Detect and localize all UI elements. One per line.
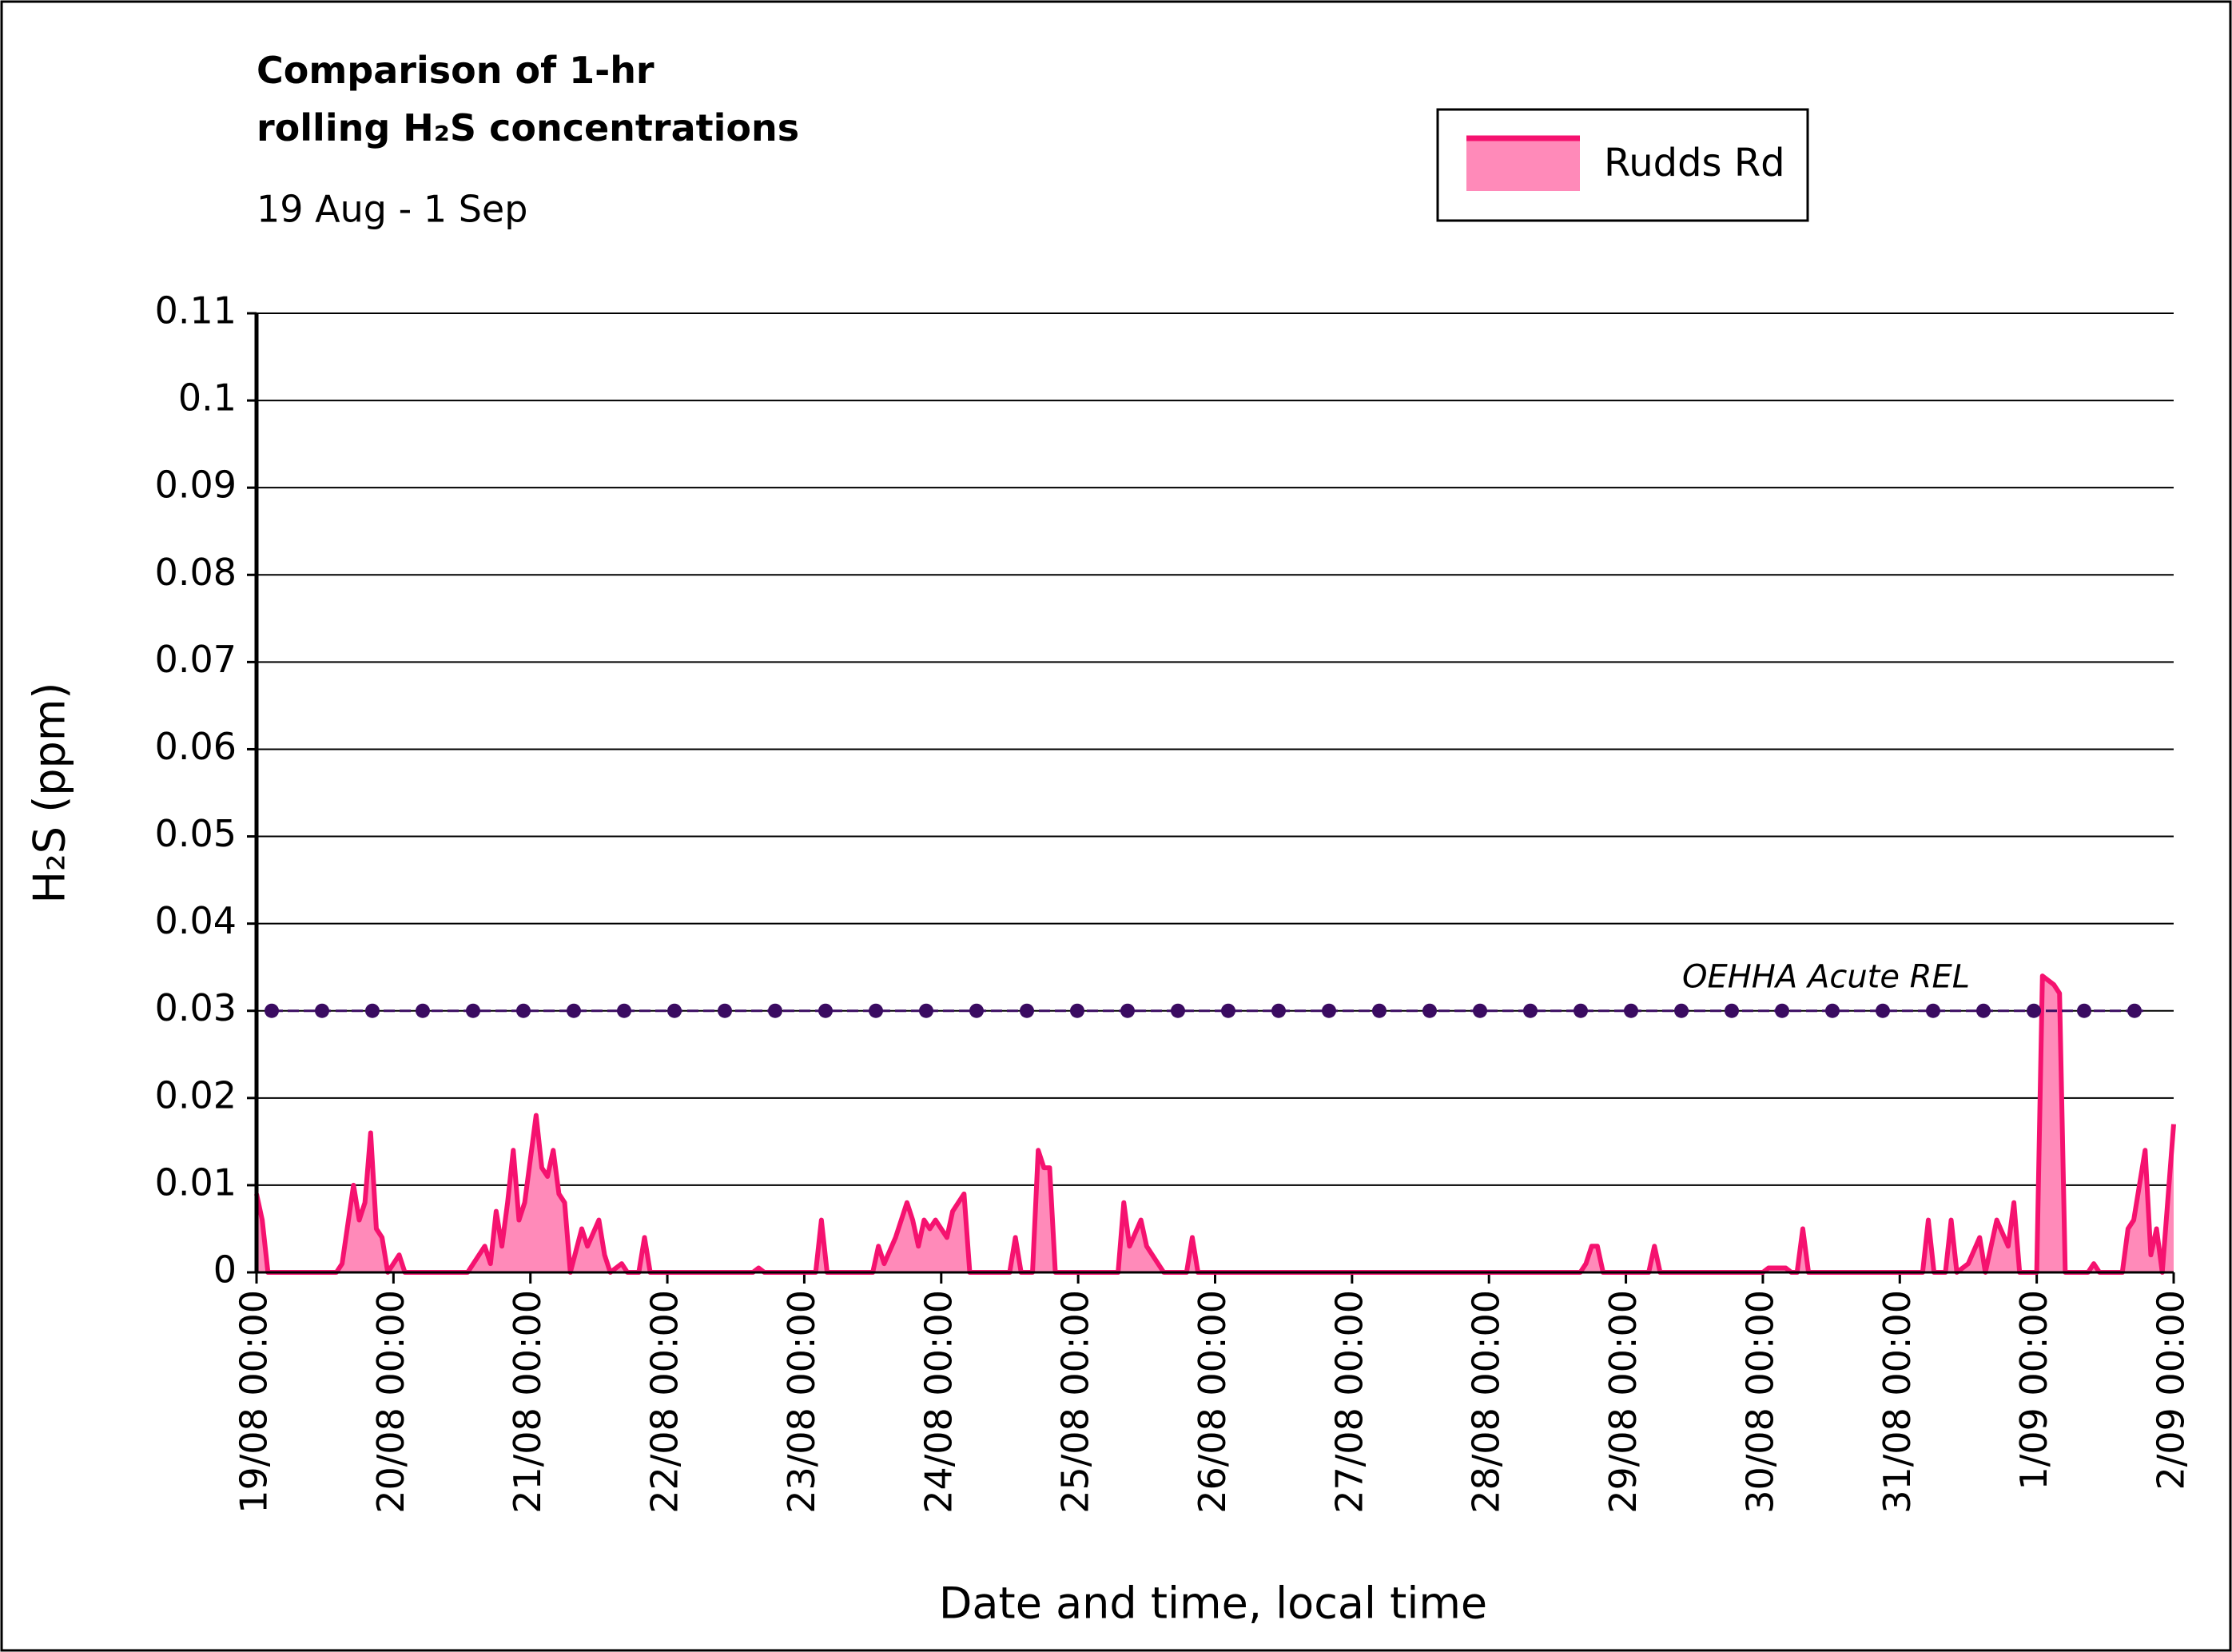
legend-swatch <box>1466 140 1580 191</box>
x-tick-label: 27/08 00:00 <box>1327 1290 1371 1514</box>
x-tick-label: 22/08 00:00 <box>643 1290 686 1514</box>
chart-subtitle: 19 Aug - 1 Sep <box>257 188 527 231</box>
reference-marker <box>516 1003 531 1018</box>
reference-marker <box>2027 1003 2041 1018</box>
y-tick-label: 0.08 <box>155 551 237 594</box>
reference-marker <box>1926 1003 1940 1018</box>
reference-marker <box>315 1003 329 1018</box>
reference-marker <box>718 1003 732 1018</box>
reference-marker <box>2077 1003 2091 1018</box>
reference-marker <box>1574 1003 1588 1018</box>
reference-marker <box>265 1003 279 1018</box>
x-tick-label: 26/08 00:00 <box>1191 1290 1234 1514</box>
x-tick-label: 23/08 00:00 <box>780 1290 823 1514</box>
reference-marker <box>416 1003 430 1018</box>
x-axis-title: Date and time, local time <box>939 1578 1487 1629</box>
reference-marker <box>1070 1003 1084 1018</box>
reference-marker <box>1725 1003 1739 1018</box>
reference-marker <box>667 1003 682 1018</box>
x-tick-label: 1/09 00:00 <box>2012 1290 2055 1490</box>
x-tick-label: 25/08 00:00 <box>1054 1290 1097 1514</box>
y-tick-label: 0.04 <box>155 899 237 942</box>
reference-marker <box>567 1003 581 1018</box>
x-tick-label: 28/08 00:00 <box>1465 1290 1508 1514</box>
reference-marker <box>1372 1003 1387 1018</box>
y-tick-label: 0.07 <box>155 638 237 681</box>
reference-marker <box>1422 1003 1437 1018</box>
y-tick-label: 0.03 <box>155 986 237 1029</box>
chart-title: Comparison of 1-hr rolling H₂S concentra… <box>257 49 800 149</box>
y-tick-label: 0.11 <box>155 289 237 332</box>
y-tick-label: 0.02 <box>155 1073 237 1117</box>
x-tick-label: 30/08 00:00 <box>1738 1290 1781 1514</box>
y-tick-label: 0.01 <box>155 1160 237 1204</box>
legend-label: Rudds Rd <box>1604 141 1785 185</box>
y-tick-label: 0 <box>213 1248 237 1292</box>
reference-marker <box>1120 1003 1135 1018</box>
reference-marker <box>1976 1003 1991 1018</box>
reference-marker <box>1775 1003 1789 1018</box>
reference-marker <box>365 1003 380 1018</box>
y-tick-label: 0.05 <box>155 812 237 855</box>
reference-marker <box>1523 1003 1538 1018</box>
reference-marker <box>869 1003 883 1018</box>
x-tick-label: 31/08 00:00 <box>1876 1290 1919 1514</box>
reference-marker <box>1674 1003 1689 1018</box>
reference-marker <box>818 1003 833 1018</box>
x-tick-label: 2/09 00:00 <box>2150 1290 2193 1490</box>
x-tick-label: 24/08 00:00 <box>917 1290 960 1514</box>
y-tick-label: 0.09 <box>155 464 237 507</box>
reference-marker <box>1825 1003 1840 1018</box>
reference-marker <box>919 1003 933 1018</box>
reference-marker <box>1221 1003 1235 1018</box>
x-tick-label: 19/08 00:00 <box>233 1290 276 1514</box>
reference-marker <box>1624 1003 1638 1018</box>
reference-marker <box>1171 1003 1185 1018</box>
reference-marker <box>1271 1003 1286 1018</box>
reference-label: OEHHA Acute REL <box>1682 959 1970 996</box>
reference-marker <box>969 1003 984 1018</box>
y-axis-title: H₂S (ppm) <box>25 683 75 904</box>
y-tick-label: 0.06 <box>155 725 237 768</box>
x-tick-label: 20/08 00:00 <box>369 1290 412 1514</box>
reference-marker <box>1473 1003 1487 1018</box>
reference-marker <box>2127 1003 2142 1018</box>
y-tick-label: 0.1 <box>178 376 237 420</box>
reference-marker <box>617 1003 631 1018</box>
reference-marker <box>466 1003 480 1018</box>
reference-marker <box>1020 1003 1034 1018</box>
reference-marker <box>768 1003 782 1018</box>
reference-marker <box>1322 1003 1336 1018</box>
reference-marker <box>1876 1003 1890 1018</box>
x-tick-label: 29/08 00:00 <box>1601 1290 1645 1514</box>
x-tick-label: 21/08 00:00 <box>506 1290 549 1514</box>
